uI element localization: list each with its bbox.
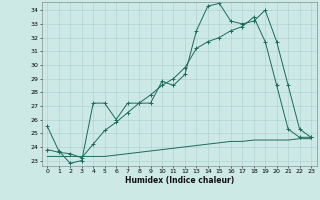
X-axis label: Humidex (Indice chaleur): Humidex (Indice chaleur) — [124, 176, 234, 185]
